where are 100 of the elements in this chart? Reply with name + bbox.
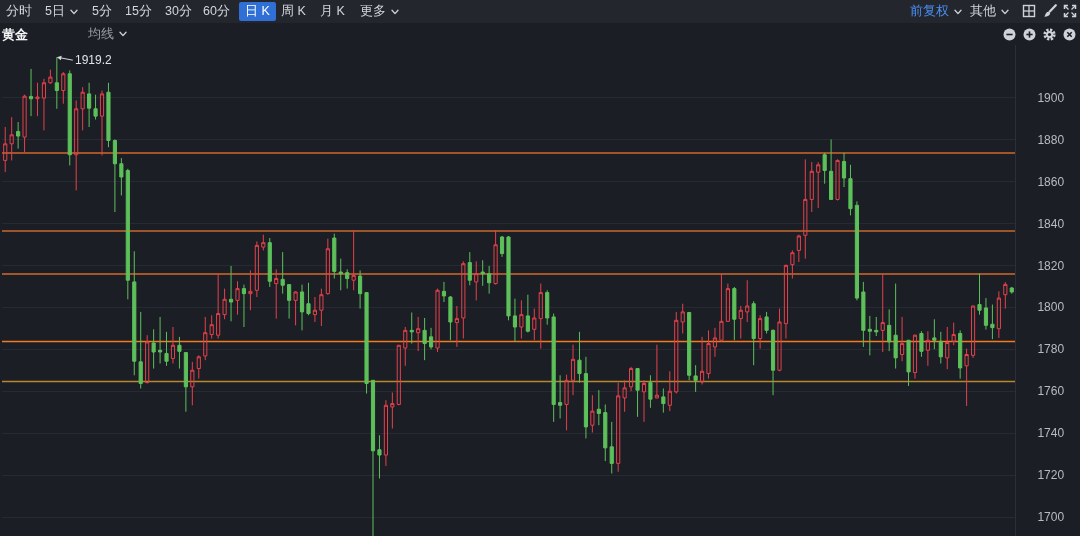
text: 5日 [45, 4, 65, 19]
candlestick [48, 69, 53, 85]
y-tick-label: 1860 [1037, 174, 1065, 189]
candlestick [712, 327, 718, 358]
candlestick [977, 273, 982, 316]
candlestick [248, 269, 253, 311]
candlestick [177, 336, 182, 370]
candlestick [558, 374, 563, 419]
candlestick [16, 121, 21, 150]
candlestick [41, 78, 47, 131]
candlestick [338, 258, 343, 291]
text: 日 K [239, 2, 276, 21]
candlestick [835, 158, 840, 201]
candlestick [448, 295, 453, 341]
candlestick [538, 283, 543, 350]
candlestick [151, 328, 156, 370]
candlestick [809, 161, 814, 213]
candlestick [687, 311, 692, 381]
candlestick [241, 284, 247, 328]
candlestick [790, 249, 795, 280]
y-tick-label: 1900 [1037, 90, 1065, 105]
candlestick [506, 235, 511, 321]
candlestick [945, 326, 950, 370]
text: 更多 [360, 4, 386, 19]
text: 均线 [88, 26, 114, 42]
candlestick [745, 279, 750, 323]
candlestick [925, 330, 930, 367]
candlestick [751, 300, 756, 366]
candlestick [351, 229, 356, 291]
candlestick [512, 298, 518, 343]
candlestick [480, 259, 485, 287]
candlestick [732, 286, 737, 341]
candlestick [287, 284, 292, 320]
candlestick [377, 434, 382, 480]
candlestick [958, 329, 963, 380]
candlestick [383, 399, 388, 467]
text: 5分 [92, 4, 112, 19]
candlestick [661, 387, 666, 414]
candlestick [306, 282, 311, 316]
candlestick [54, 56, 59, 110]
candlestick [964, 348, 969, 407]
candlestick [816, 161, 821, 209]
candlestick [706, 329, 711, 380]
candlestick [9, 116, 14, 161]
candlestick [280, 251, 285, 295]
candlestick [803, 158, 808, 260]
candlestick [196, 354, 201, 380]
candlestick [364, 292, 369, 395]
candlestick [848, 164, 853, 216]
candlestick [912, 334, 918, 380]
candlestick [777, 308, 782, 372]
candlestick [674, 311, 679, 395]
candlestick [900, 316, 905, 362]
candlestick [74, 99, 79, 191]
candlestick [254, 240, 259, 298]
candlestick [235, 280, 240, 316]
candlestick [680, 303, 685, 335]
candlestick [551, 313, 556, 423]
text: 月 K [320, 4, 345, 19]
text: 15分 [125, 4, 152, 19]
chart-title: 黄金 [2, 26, 28, 42]
candlestick [983, 297, 989, 331]
candlestick [293, 290, 298, 326]
candlestick [499, 235, 505, 258]
candlestick [654, 344, 659, 399]
candlestick [209, 314, 214, 340]
candlestick [699, 336, 705, 385]
candlestick [99, 90, 105, 156]
candlestick [596, 389, 601, 426]
candlestick [1009, 286, 1014, 295]
candlestick [454, 305, 459, 348]
candlestick [274, 268, 279, 320]
candlestick [474, 260, 479, 301]
candlestick [67, 69, 72, 166]
candlestick [493, 229, 498, 286]
candlestick [28, 68, 34, 117]
candlestick [583, 356, 589, 439]
candlestick [332, 233, 337, 280]
candlestick [22, 94, 27, 153]
candlestick [222, 288, 227, 320]
candlestick [648, 374, 653, 409]
candlestick [622, 379, 627, 413]
candlestick [609, 421, 614, 474]
candlestick [770, 328, 776, 396]
candlestick [403, 326, 408, 367]
y-tick-label: 1780 [1037, 342, 1065, 357]
candlestick [267, 237, 272, 288]
y-tick-label: 1720 [1037, 468, 1065, 483]
candlestick [119, 157, 124, 196]
candlestick [525, 294, 530, 333]
candlestick [312, 296, 318, 323]
candlestick [738, 305, 743, 340]
candlestick [641, 379, 647, 423]
y-tick-label: 1880 [1037, 132, 1065, 147]
candlestick [635, 367, 640, 418]
candlestick [893, 283, 898, 370]
candlestick [758, 314, 763, 350]
candlestick [358, 269, 363, 310]
candlestick [693, 364, 698, 393]
y-tick-label: 1800 [1037, 300, 1065, 315]
